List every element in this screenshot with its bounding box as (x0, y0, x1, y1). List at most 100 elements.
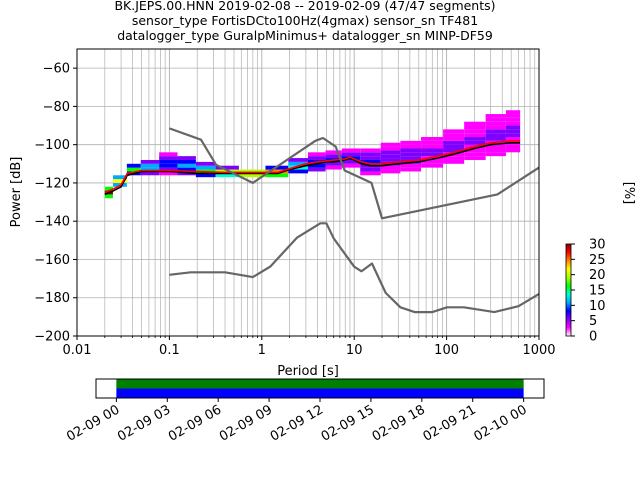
density-cell (485, 144, 506, 149)
density-cell (400, 148, 422, 153)
density-cell (421, 148, 444, 153)
density-cell (485, 129, 506, 134)
density-cell (443, 133, 465, 138)
density-cell (380, 169, 401, 174)
density-cell (341, 163, 361, 168)
density-cell (421, 159, 444, 164)
density-cell (215, 165, 239, 170)
density-cell (464, 129, 486, 134)
density-cell (421, 144, 444, 149)
timeline-tick-label: 02-09 00 (64, 402, 122, 444)
density-cell (400, 163, 422, 168)
density-cell (380, 142, 401, 147)
density-cell (140, 171, 160, 176)
series-line-mean (104, 140, 521, 194)
density-cell (485, 121, 506, 126)
timeline-tick-label: 02-09 15 (319, 402, 377, 444)
series-line-nlnm (169, 222, 540, 314)
density-cell (325, 161, 342, 166)
density-cell (380, 158, 401, 162)
density-cell (505, 125, 521, 130)
density-cell (325, 154, 342, 159)
density-cell (308, 167, 326, 172)
y-axis-label: Power [dB] (9, 157, 24, 228)
density-cell (443, 129, 465, 134)
density-cell (360, 148, 381, 153)
x-axis-ticks: 0.01 0.1 1 10 100 1000 (63, 336, 556, 358)
density-cell (485, 148, 506, 153)
density-cell (177, 163, 196, 168)
density-cell (126, 163, 141, 168)
density-cell (308, 156, 326, 160)
density-cell (505, 129, 521, 134)
density-cell (325, 165, 342, 170)
coverage-bars (116, 379, 524, 398)
density-cell (360, 156, 381, 160)
density-cell (400, 140, 422, 145)
colorbar-tick-label: 15 (589, 284, 606, 299)
timeline-tick-label: 02-09 21 (421, 402, 479, 444)
density-cell (443, 159, 465, 164)
density-cell (400, 156, 422, 160)
density-cell (177, 167, 196, 172)
colorbar-tick-label: 5 (589, 314, 597, 329)
colorbar-tick-label: 25 (589, 253, 606, 268)
density-cell (505, 148, 521, 153)
density-cell (421, 163, 444, 168)
density-cell (159, 156, 178, 160)
density-cell (360, 159, 381, 164)
series-lines (104, 127, 540, 314)
psd-plot: 0.01 0.1 1 10 100 1000 −60 −80 −100 −120 −140 −160… (9, 48, 556, 379)
density-cell (288, 169, 308, 174)
density-cell (464, 133, 486, 138)
y-tick-label: −80 (43, 100, 70, 115)
density-cell (104, 186, 113, 191)
timeline-tick-label: 02-09 06 (166, 402, 224, 444)
y-tick-label: −60 (43, 62, 70, 77)
density-cell (308, 163, 326, 168)
timeline-tick-label: 02-10 00 (472, 402, 530, 444)
density-cell (288, 158, 308, 162)
density-cell (443, 144, 465, 149)
timeline-tick-label: 02-09 12 (268, 402, 326, 444)
density-cell (464, 148, 486, 153)
density-cell (485, 152, 506, 157)
y-axis-ticks: −60 −80 −100 −120 −140 −160 −180 −200 (34, 62, 77, 345)
density-cell (159, 163, 178, 168)
density-cell (140, 159, 160, 164)
density-cell (104, 194, 113, 199)
colorbar-tick-label: 0 (589, 330, 597, 345)
series-line-nhnm (169, 127, 540, 220)
density-cell (126, 167, 141, 172)
timeline-tick-label: 02-09 18 (370, 402, 428, 444)
density-cell (341, 148, 361, 153)
coverage-bar-psd-segments (116, 388, 524, 398)
density-cell (505, 121, 521, 126)
density-cell (421, 140, 444, 145)
density-cell (112, 175, 127, 180)
density-cell (195, 173, 216, 178)
density-cell (288, 161, 308, 166)
x-axis-label: Period [s] (277, 364, 339, 379)
x-tick-label: 0.1 (159, 343, 180, 358)
title-line-station: BK.JEPS.00.HNN 2019-02-08 -- 2019-02-09 … (114, 0, 495, 13)
density-cell (400, 152, 422, 157)
density-cell (195, 165, 216, 170)
density-cell (464, 137, 486, 141)
density-cell (421, 137, 444, 141)
density-cell (159, 159, 178, 164)
grid (76, 49, 539, 337)
series-line-mode (104, 142, 521, 196)
density-cell (177, 159, 196, 164)
x-tick-label: 1 (258, 343, 266, 358)
density-cell (443, 137, 465, 141)
coverage-bar-data (116, 379, 524, 389)
y-tick-label: −180 (34, 291, 70, 306)
density-cell (400, 167, 422, 172)
density-cells (104, 110, 521, 199)
y-tick-label: −120 (34, 176, 70, 191)
timeline-tick-label: 02-09 09 (217, 402, 275, 444)
